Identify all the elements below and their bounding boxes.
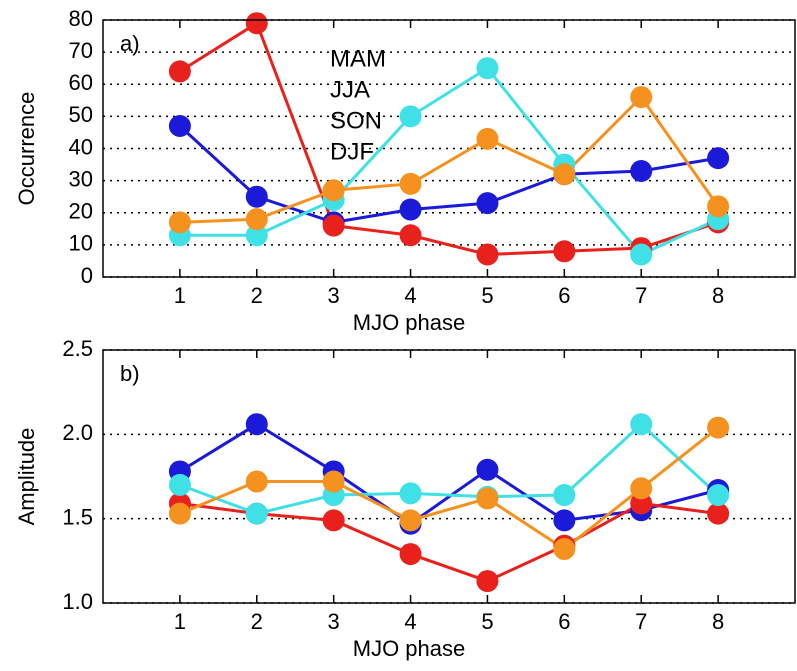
x-tick-label: 8 xyxy=(712,283,724,308)
data-point xyxy=(322,470,345,493)
legend-entry: JJA xyxy=(330,76,370,103)
x-tick-label: 3 xyxy=(328,283,340,308)
x-tick-label: 6 xyxy=(558,609,570,634)
data-point xyxy=(399,509,422,532)
y-tick-label: 1.0 xyxy=(62,589,93,614)
data-point xyxy=(168,473,191,496)
data-point xyxy=(707,502,730,525)
data-point xyxy=(476,458,499,481)
y-tick-label: 60 xyxy=(69,70,93,95)
data-point xyxy=(476,243,499,266)
data-point xyxy=(707,195,730,218)
y-tick-label: 40 xyxy=(69,134,93,159)
data-point xyxy=(553,163,576,186)
x-tick-label: 2 xyxy=(251,609,263,634)
data-point xyxy=(245,185,268,208)
data-point xyxy=(399,105,422,128)
x-tick-label: 7 xyxy=(635,609,647,634)
x-tick-label: 6 xyxy=(558,283,570,308)
data-point xyxy=(399,224,422,247)
x-tick-label: 3 xyxy=(328,609,340,634)
x-tick-label: 2 xyxy=(251,283,263,308)
x-axis-label: MJO phase xyxy=(353,310,466,335)
series-line xyxy=(179,422,720,516)
y-tick-label: 2.5 xyxy=(62,336,93,361)
y-tick-label: 0 xyxy=(81,263,93,288)
data-point xyxy=(245,12,268,35)
data-point xyxy=(630,413,653,436)
x-tick-label: 1 xyxy=(174,283,186,308)
data-point xyxy=(630,477,653,500)
data-point xyxy=(322,179,345,202)
legend-entry: MAM xyxy=(330,45,386,72)
y-axis-label: Occurrence xyxy=(14,92,39,206)
series-line xyxy=(179,66,719,257)
data-point xyxy=(245,470,268,493)
legend-entry: DJF xyxy=(330,138,374,165)
series-line xyxy=(179,426,720,551)
data-point xyxy=(553,484,576,507)
data-point xyxy=(245,502,268,525)
y-tick-label: 10 xyxy=(69,231,93,256)
data-point xyxy=(322,509,345,532)
x-tick-label: 5 xyxy=(481,283,493,308)
data-point xyxy=(553,538,576,561)
x-tick-label: 4 xyxy=(404,283,416,308)
data-point xyxy=(399,482,422,505)
y-axis-label: Amplitude xyxy=(14,428,39,526)
x-tick-label: 5 xyxy=(481,609,493,634)
series-line xyxy=(179,94,720,224)
legend-entry: SON xyxy=(330,107,382,134)
y-tick-label: 70 xyxy=(69,38,93,63)
data-point xyxy=(553,509,576,532)
plot-frame xyxy=(102,349,796,604)
x-tick-label: 7 xyxy=(635,283,647,308)
y-tick-label: 2.0 xyxy=(62,420,93,445)
y-tick-label: 20 xyxy=(69,199,93,224)
data-point xyxy=(476,57,499,80)
data-point xyxy=(168,115,191,138)
data-point xyxy=(630,86,653,109)
panel-label: b) xyxy=(120,361,140,386)
data-point xyxy=(399,543,422,566)
data-point xyxy=(168,211,191,234)
x-tick-label: 4 xyxy=(404,609,416,634)
panel-label: a) xyxy=(120,31,140,56)
data-point xyxy=(476,570,499,593)
y-tick-label: 50 xyxy=(69,102,93,127)
x-tick-label: 1 xyxy=(174,609,186,634)
plot-frame xyxy=(102,19,796,278)
data-point xyxy=(707,484,730,507)
y-tick-label: 1.5 xyxy=(62,504,93,529)
series-line xyxy=(178,124,719,224)
y-tick-label: 30 xyxy=(69,166,93,191)
data-point xyxy=(630,492,653,515)
data-point xyxy=(168,60,191,83)
data-point xyxy=(707,147,730,170)
data-point xyxy=(553,240,576,263)
series-line xyxy=(179,501,719,583)
data-point xyxy=(322,214,345,237)
data-point xyxy=(476,127,499,150)
data-point xyxy=(707,416,730,439)
data-point xyxy=(630,159,653,182)
x-axis-label: MJO phase xyxy=(353,636,466,661)
y-tick-label: 80 xyxy=(69,6,93,31)
data-point xyxy=(245,208,268,231)
data-point xyxy=(168,502,191,525)
data-point xyxy=(245,413,268,436)
series-line xyxy=(179,20,719,257)
x-tick-label: 8 xyxy=(712,609,724,634)
data-point xyxy=(399,172,422,195)
data-point xyxy=(476,487,499,510)
data-point xyxy=(399,198,422,221)
data-point xyxy=(476,192,499,215)
data-point xyxy=(630,243,653,266)
data-point xyxy=(245,224,268,247)
